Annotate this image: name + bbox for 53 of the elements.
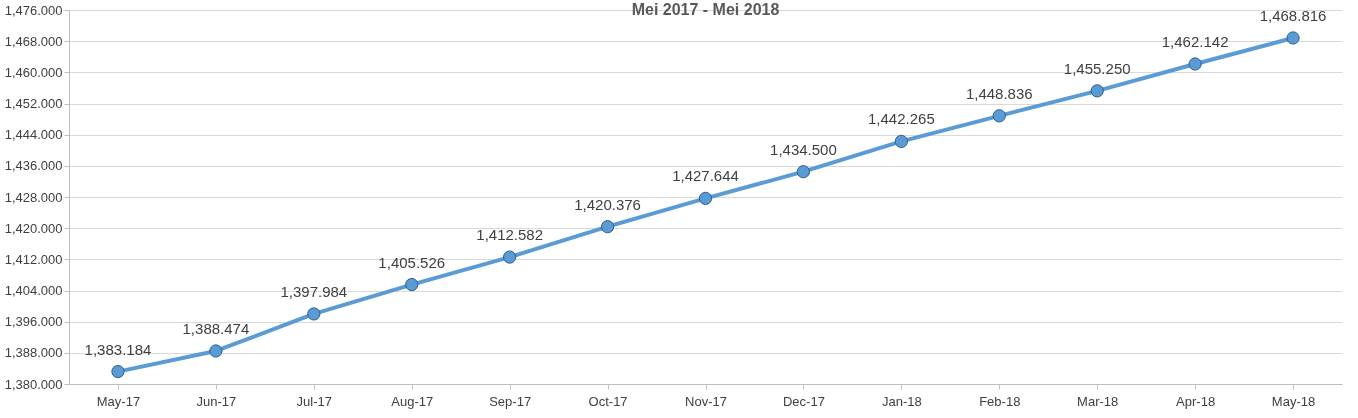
x-tick-label: Jul-17 — [296, 393, 333, 409]
x-tick-label: Nov-17 — [685, 393, 727, 409]
data-label: 1,427.644 — [672, 167, 739, 185]
point — [405, 277, 419, 292]
point — [503, 250, 517, 264]
point — [1188, 57, 1202, 71]
data-label: 1,468.816 — [1259, 6, 1327, 24]
y-tick-label: 1,444.000 — [4, 127, 63, 143]
data-label: 1,397.984 — [280, 282, 348, 300]
chart-title: Mei 2017 - Mei 2018 — [631, 1, 780, 18]
data-label: 1,462.142 — [1161, 32, 1229, 50]
point — [894, 134, 908, 149]
point — [1090, 84, 1104, 98]
y-tick-label: 1,476.000 — [4, 2, 63, 18]
point — [209, 344, 223, 358]
y-tick-label: 1,452.000 — [4, 96, 63, 111]
point — [698, 191, 713, 205]
y-tick-label: 1,436.000 — [4, 158, 63, 174]
point — [307, 307, 321, 321]
y-tick-label: 1,428.000 — [4, 189, 63, 205]
y-tick-label: 1,396.000 — [4, 314, 63, 330]
x-tick-label: May-17 — [96, 393, 141, 409]
y-tick-label: 1,468.000 — [4, 33, 63, 49]
x-tick-label: Feb-18 — [979, 393, 1021, 409]
y-tick-label: 1,380.000 — [4, 376, 63, 392]
y-tick-label: 1,388.000 — [4, 345, 63, 361]
y-tick-label: 1,412.000 — [4, 251, 63, 267]
x-tick-label: Sep-17 — [489, 393, 532, 409]
x-tick-label: May-18 — [1271, 393, 1316, 409]
point — [992, 109, 1006, 123]
data-label: 1,434.500 — [770, 140, 837, 158]
x-tick-label: Dec-17 — [782, 393, 825, 409]
data-label: 1,455.250 — [1063, 59, 1131, 77]
x-tick-label: Mar-18 — [1077, 393, 1119, 409]
data-label: 1,412.582 — [476, 226, 544, 244]
data-label: 1,383.184 — [84, 340, 152, 358]
x-tick-label: Jan-18 — [881, 393, 922, 409]
x-tick-label: Jun-17 — [196, 393, 237, 409]
x-tick-label: Apr-18 — [1176, 393, 1216, 409]
y-tick-label: 1,420.000 — [4, 220, 63, 236]
point — [111, 364, 125, 379]
data-label: 1,388.474 — [182, 319, 250, 337]
x-tick-label: Aug-17 — [391, 393, 434, 409]
point — [600, 220, 615, 234]
y-tick-label: 1,404.000 — [4, 283, 63, 298]
data-label: 1,420.376 — [574, 195, 641, 213]
point — [1286, 31, 1300, 45]
data-label: 1,405.526 — [378, 253, 446, 271]
y-tick-label: 1,460.000 — [4, 64, 63, 80]
x-tick-label: Oct-17 — [588, 393, 628, 409]
point — [796, 165, 811, 179]
data-label: 1,442.265 — [867, 110, 935, 128]
data-label: 1,448.836 — [965, 84, 1033, 102]
